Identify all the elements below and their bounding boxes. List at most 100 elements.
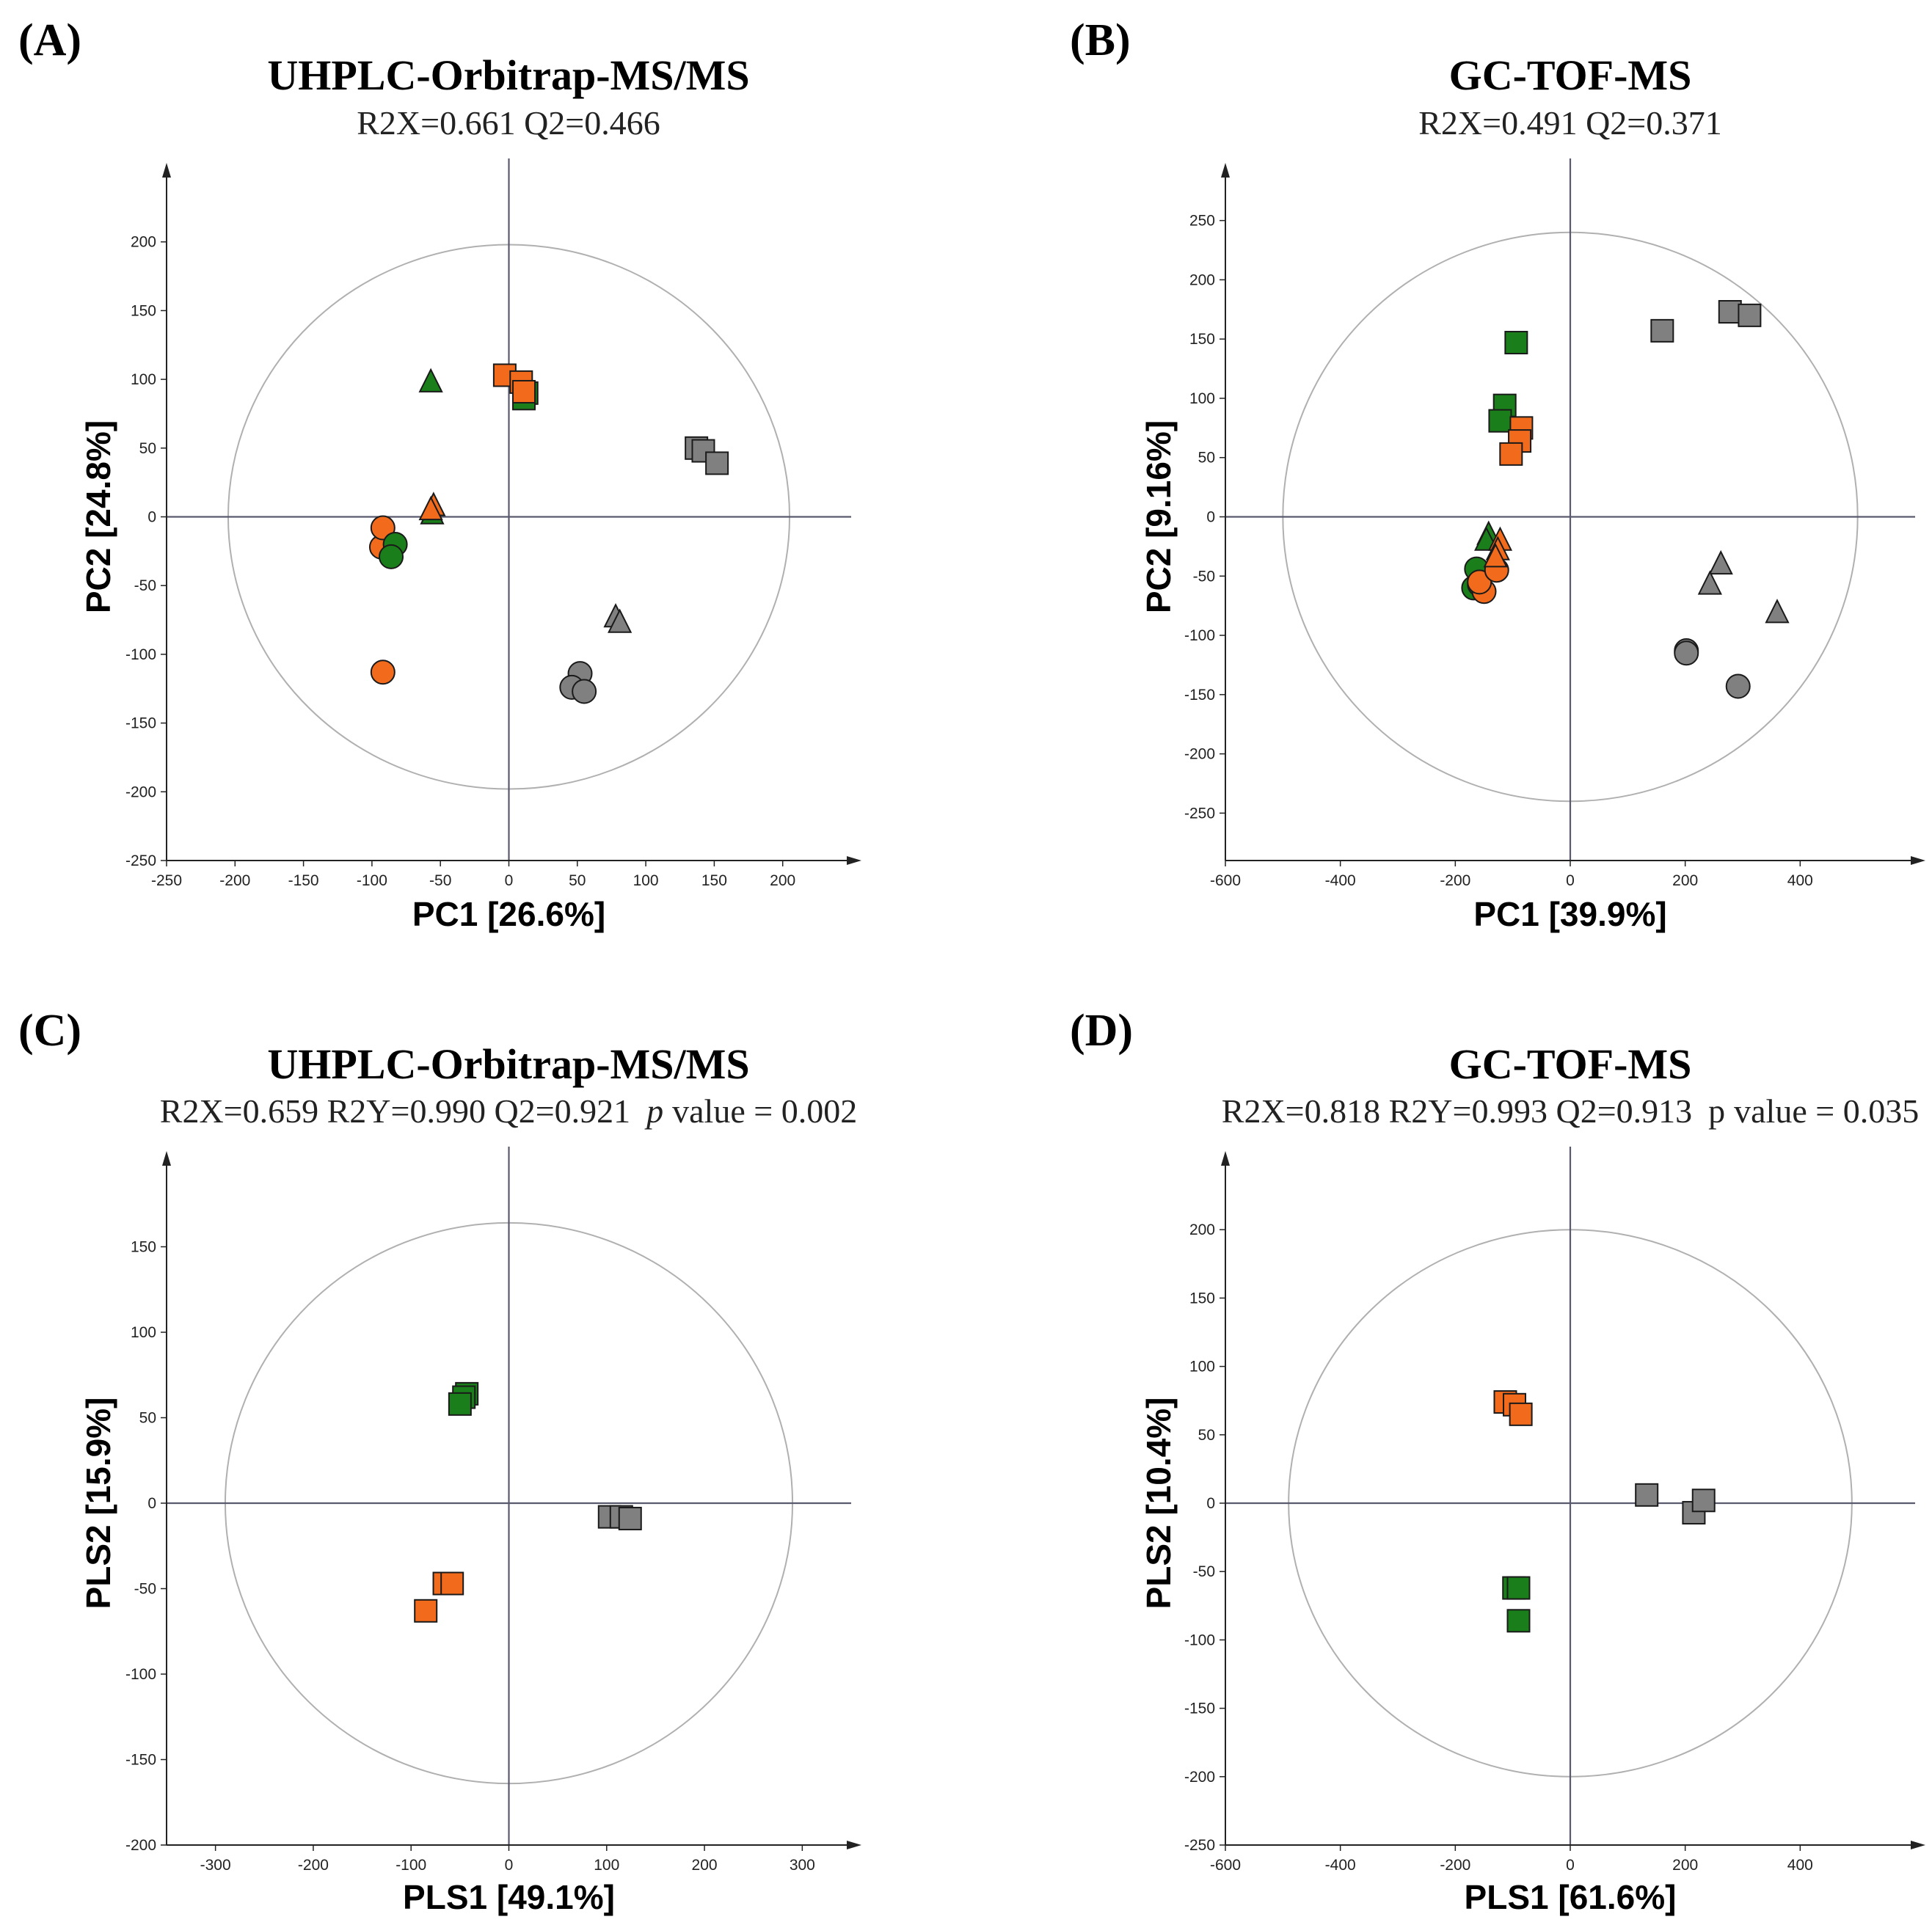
data-point-square bbox=[440, 1571, 464, 1596]
y-tick-label: -100 bbox=[1184, 1632, 1215, 1648]
data-point-square bbox=[1504, 331, 1528, 355]
y-tick-label: 250 bbox=[1189, 213, 1215, 230]
y-tick-label: -250 bbox=[1184, 1837, 1215, 1854]
x-tick-label: -200 bbox=[1440, 872, 1470, 889]
x-tick-label: -100 bbox=[395, 1857, 426, 1874]
y-tick-label: 100 bbox=[1189, 390, 1215, 407]
y-tick-label: -50 bbox=[134, 1581, 156, 1598]
data-point-circle bbox=[370, 660, 395, 685]
x-tick-label: 50 bbox=[569, 872, 586, 889]
y-tick-label: 200 bbox=[1189, 1221, 1215, 1238]
series-green-square bbox=[448, 1381, 479, 1416]
data-point-square bbox=[1506, 1576, 1531, 1600]
y-axis-arrow bbox=[162, 1151, 171, 1166]
x-tick-label: 100 bbox=[594, 1857, 619, 1874]
y-tick-label: 0 bbox=[1206, 509, 1215, 526]
y-tick-label: 150 bbox=[131, 1239, 156, 1256]
y-tick-label: 100 bbox=[131, 371, 156, 388]
x-tick-label: -100 bbox=[357, 872, 387, 889]
y-axis-label: PC2 [9.16%] bbox=[1140, 420, 1178, 613]
y-tick-label: -100 bbox=[125, 1666, 156, 1683]
series-green-square bbox=[1488, 331, 1528, 433]
y-tick-label: 150 bbox=[1189, 1290, 1215, 1307]
y-axis-label: PLS2 [15.9%] bbox=[79, 1398, 117, 1610]
data-point-square bbox=[1718, 300, 1742, 324]
y-tick-label: 0 bbox=[1206, 1495, 1215, 1512]
data-point-square bbox=[618, 1506, 642, 1530]
y-tick-label: -250 bbox=[1184, 805, 1215, 822]
y-tick-label: -150 bbox=[1184, 1701, 1215, 1717]
y-tick-label: 100 bbox=[131, 1324, 156, 1341]
chart-title: UHPLC-Orbitrap-MS/MS bbox=[267, 51, 749, 99]
chart-title: UHPLC-Orbitrap-MS/MS bbox=[267, 1040, 749, 1088]
series-grey-circle bbox=[559, 661, 597, 704]
subtitle-pvalue: value = 0.002 bbox=[672, 1092, 857, 1130]
y-tick-label: -250 bbox=[125, 852, 156, 869]
x-tick-label: 300 bbox=[790, 1857, 815, 1874]
y-tick-label: -50 bbox=[1193, 568, 1215, 585]
panel-3: (C) UHPLC-Orbitrap-MS/MS R2X=0.659 R2Y=0.9… bbox=[18, 1006, 861, 1916]
y-tick-label: -200 bbox=[125, 1837, 156, 1854]
panel-1: (A) UHPLC-Orbitrap-MS/MS R2X=0.661 Q2=0.46… bbox=[18, 15, 861, 933]
chart-subtitle: R2X=0.659 R2Y=0.990 Q2=0.921 p value = 0.0… bbox=[160, 1092, 857, 1130]
y-axis-label: PC2 [24.8%] bbox=[79, 420, 117, 613]
y-axis-arrow bbox=[1221, 163, 1230, 178]
x-tick-label: 400 bbox=[1787, 1857, 1813, 1874]
series-orange-square bbox=[492, 363, 536, 403]
data-point-circle bbox=[1725, 673, 1751, 699]
x-tick-label: -300 bbox=[200, 1857, 231, 1874]
data-point-triangle bbox=[418, 368, 443, 392]
chart-title: GC-TOF-MS bbox=[1449, 1040, 1692, 1088]
x-axis-arrow bbox=[847, 1841, 861, 1849]
data-point-square bbox=[1488, 409, 1512, 433]
data-point-triangle bbox=[1697, 570, 1722, 595]
x-tick-label: -600 bbox=[1210, 872, 1241, 889]
y-tick-label: -50 bbox=[1193, 1563, 1215, 1580]
data-point-triangle bbox=[1483, 543, 1508, 568]
y-tick-label: 100 bbox=[1189, 1359, 1215, 1376]
subtitle-stats: R2X=0.659 R2Y=0.990 Q2=0.921 bbox=[160, 1092, 630, 1130]
panel-label: (B) bbox=[1070, 15, 1131, 65]
x-tick-label: 0 bbox=[1566, 1857, 1575, 1874]
chart-subtitle: R2X=0.818 R2Y=0.993 Q2=0.913 p value = 0.0… bbox=[1222, 1092, 1919, 1130]
y-tick-label: -50 bbox=[134, 577, 156, 594]
y-tick-label: -200 bbox=[1184, 746, 1215, 763]
data-point-square bbox=[414, 1599, 438, 1623]
x-tick-label: 200 bbox=[692, 1857, 718, 1874]
series-orange-square bbox=[1493, 1390, 1533, 1426]
subtitle-pvalue: value = 0.035 bbox=[1734, 1092, 1919, 1130]
data-point-square bbox=[512, 379, 536, 403]
y-axis-arrow bbox=[1221, 1151, 1230, 1166]
data-point-square bbox=[1650, 318, 1674, 343]
x-tick-label: 200 bbox=[1672, 872, 1698, 889]
data-point-square bbox=[1499, 442, 1523, 466]
x-tick-label: 0 bbox=[505, 1857, 514, 1874]
data-point-square bbox=[448, 1392, 472, 1416]
data-point-circle bbox=[379, 544, 404, 569]
panel-2: (B) GC-TOF-MS R2X=0.491 Q2=0.371 -600 -400 -2… bbox=[1070, 15, 1925, 933]
y-tick-label: 0 bbox=[147, 509, 156, 526]
x-tick-label: -200 bbox=[1440, 1857, 1470, 1874]
data-point-square bbox=[1738, 303, 1762, 327]
x-tick-label: -50 bbox=[429, 872, 451, 889]
y-tick-label: 200 bbox=[1189, 271, 1215, 288]
x-tick-label: -200 bbox=[298, 1857, 329, 1874]
data-point-circle bbox=[1467, 569, 1492, 595]
x-axis-label: PLS1 [61.6%] bbox=[1465, 1878, 1677, 1916]
x-axis-arrow bbox=[1911, 1841, 1925, 1849]
series-grey-square bbox=[1635, 1483, 1716, 1525]
x-axis-arrow bbox=[1911, 856, 1925, 865]
panel-4: (D) GC-TOF-MS R2X=0.818 R2Y=0.993 Q2=0.913… bbox=[1070, 1006, 1925, 1916]
y-tick-label: 0 bbox=[147, 1495, 156, 1512]
y-tick-label: -150 bbox=[1184, 687, 1215, 704]
x-tick-label: 0 bbox=[505, 872, 514, 889]
subtitle-p: p bbox=[1708, 1092, 1725, 1130]
chart-title: GC-TOF-MS bbox=[1449, 51, 1692, 99]
y-tick-label: 150 bbox=[1189, 331, 1215, 348]
data-point-square bbox=[1691, 1489, 1716, 1513]
y-tick-label: -150 bbox=[125, 715, 156, 732]
series-grey-circle bbox=[1674, 638, 1751, 699]
x-tick-label: 200 bbox=[1672, 1857, 1698, 1874]
y-tick-label: -100 bbox=[125, 646, 156, 663]
